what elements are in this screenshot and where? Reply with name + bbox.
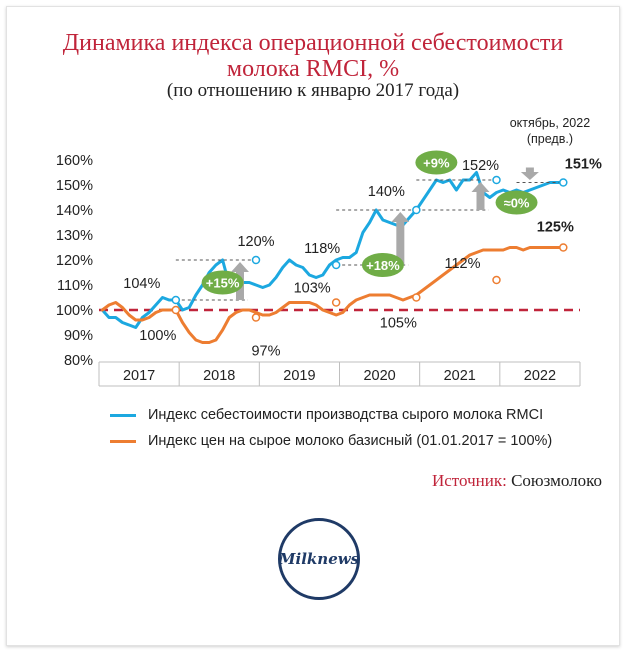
legend-swatch-price [110,439,136,443]
y-tick-label: 100% [56,303,93,319]
x-category-label: 2021 [444,368,476,384]
data-point-marker [331,260,341,270]
change-badge [415,150,458,175]
legend-item-rmci: Индекс себестоимости производства сырого… [110,407,543,423]
data-point-marker [492,175,501,185]
increase-arrow [391,212,410,265]
x-category-label: 2017 [123,368,155,384]
x-category-label: 2018 [203,368,235,384]
data-point-marker [171,305,181,315]
y-tick-label: 140% [56,203,93,219]
x-category-label: 2020 [363,368,395,384]
legend-label-rmci: Индекс себестоимости производства сырого… [148,407,544,423]
x-category-label: 2022 [524,368,556,384]
data-point-label: 103% [294,281,331,297]
y-tick-label: 80% [64,353,93,369]
logo-text: Milknews [278,550,360,568]
data-point-marker [331,298,341,307]
x-category-label: 2019 [283,368,315,384]
y-tick-label: 160% [56,153,93,169]
change-badge [495,190,538,215]
data-point-marker [251,313,261,322]
legend-label-price: Индекс цен на сырое молоко базисный (01.… [148,433,553,449]
y-tick-label: 120% [56,253,93,269]
data-point-label: 104% [123,276,160,292]
data-point-label: 105% [380,316,417,332]
data-point-label: 152% [462,158,499,174]
data-point-marker [171,295,181,305]
line-chart: 80% 90% 100% 110% 120% 130% 140% 150% 160% 2017 20… [56,116,602,387]
data-point-label: 120% [237,234,274,250]
source-label: Источник: [431,471,507,490]
data-point-label: 125% [537,220,574,236]
chart-title-line1: Динамика индекса операционной себестоимо… [62,30,564,56]
change-badge-label: ≈0% [504,196,530,211]
chart-title-line2: молока RMCI, % [226,56,400,82]
source-value: Союзмолоко [511,471,602,490]
down-arrow [520,167,539,180]
change-badge-label: +15% [206,276,240,291]
increase-arrow [471,182,490,210]
y-tick-label: 150% [56,178,93,194]
change-badge [201,270,244,295]
legend-swatch-rmci [110,413,136,417]
data-point-label: 140% [368,184,405,200]
y-tick-label: 130% [56,228,93,244]
price-series-line [100,246,565,344]
source-note: Источник: Союзмолоко [432,471,602,491]
chart-subtitle: (по отношению к январю 2017 года) [166,80,460,101]
change-badge-label: +18% [366,258,400,273]
data-point-marker [559,178,568,187]
data-point-label: 97% [251,344,280,360]
milknews-logo: Milknews [278,518,360,600]
change-badge [361,253,404,277]
legend-item-price: Индекс цен на сырое молоко базисный (01.… [110,433,552,449]
annotation-oct-2022: октябрь, 2022 [510,116,590,130]
change-badge-label: +9% [423,156,450,171]
data-point-label: 118% [304,241,340,257]
data-point-label: 151% [565,157,602,173]
y-tick-label: 110% [57,278,93,294]
data-point-marker [412,205,421,215]
data-point-marker [559,243,568,252]
data-point-marker [251,255,261,265]
y-tick-label: 90% [64,328,93,344]
data-point-marker [412,293,421,302]
data-point-label: 100% [139,328,176,344]
annotation-oct-2022: (предв.) [527,132,573,146]
data-point-label: 112% [444,256,480,272]
data-point-marker [492,275,501,285]
